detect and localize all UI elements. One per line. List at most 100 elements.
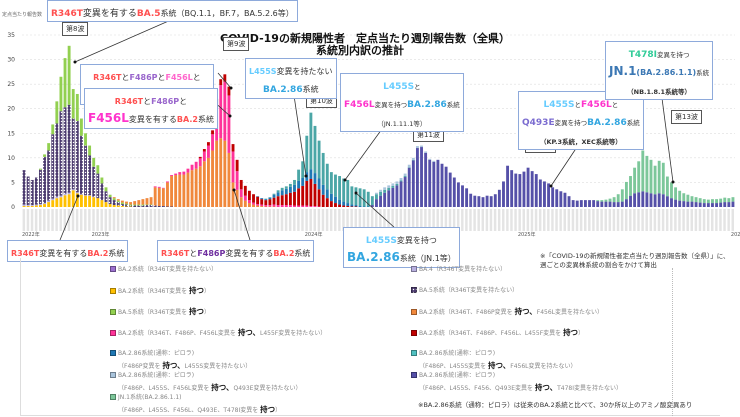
bar-segment-ba2_f456l (309, 206, 312, 207)
x-tick-label (137, 209, 139, 231)
bar-segment-kp3 (412, 160, 415, 207)
annotation-text: BA.2 (87, 249, 108, 258)
annotation-text: BA.5 (137, 9, 161, 19)
legend-swatch (110, 309, 116, 315)
annotation-line: L455S変異を持つ (347, 229, 456, 247)
annotation-line: F456L変異を持つBA.2.86系統 (344, 93, 460, 111)
annotation-text: F486P (151, 97, 179, 106)
bar-segment-kp3 (584, 200, 587, 207)
legend-swatch (411, 309, 417, 315)
arrow (75, 16, 180, 62)
bar-segment-ba2_f486p (162, 188, 165, 206)
legend-swatch (110, 372, 116, 378)
bar-segment-ba2_l455f (342, 206, 345, 207)
bar-segment-ba2_l455f (236, 160, 239, 171)
bar-segment-ba286 (289, 187, 292, 193)
x-tick-label (539, 209, 541, 231)
bar-segment-ba2_f456l (195, 162, 198, 169)
annotation-text: R346T (93, 73, 121, 82)
bar-segment-kp3 (404, 177, 407, 207)
bar-segment-ba286 (264, 199, 267, 200)
bar-segment-kp3 (666, 196, 669, 207)
legend-swatch (411, 266, 417, 272)
annotation-text: F456L (344, 100, 375, 110)
x-tick-label (141, 209, 143, 231)
bar-segment-ba2_f456l (285, 205, 288, 207)
x-tick-label (55, 209, 57, 231)
annotation-text: 系統 (447, 101, 460, 109)
x-tick-label (277, 209, 279, 231)
x-tick-label (707, 209, 709, 231)
bar-segment-ba5_no_r346t (31, 180, 34, 205)
x-tick-label (51, 209, 53, 231)
annotation-text: F486P (197, 249, 225, 258)
bar-segment-kp3 (494, 194, 497, 207)
x-tick-label (543, 209, 545, 231)
x-tick-label (72, 209, 74, 231)
bar-segment-ba2_r346t (64, 195, 67, 207)
bar-segment-kp3 (490, 196, 493, 207)
bar-segment-ba2_f486p (248, 203, 251, 207)
x-tick-label (477, 209, 479, 231)
annotation-text: （JN.1.11.1等） (377, 120, 426, 128)
annotation-text: 変異を有する (129, 115, 177, 124)
bar-segment-ba4 (68, 193, 71, 194)
x-tick-label (199, 209, 201, 231)
x-tick-label (572, 209, 574, 231)
annotation-text: L455S (366, 236, 397, 246)
bar-segment-jn1 (387, 188, 390, 190)
x-tick-label (301, 209, 303, 231)
bar-segment-ba2_f486p (170, 176, 173, 206)
bar-segment-ba2_f486p (174, 175, 177, 207)
x-tick-label (100, 209, 102, 231)
bar-segment-kp3 (711, 203, 714, 207)
annotation-text: 系統（BQ.1.1，BF.7，BA.5.2.6等） (161, 9, 294, 18)
bar-segment-ba2_f456l (301, 206, 304, 207)
x-tick-label (43, 209, 45, 231)
bar-segment-ba2_l455f (334, 203, 337, 207)
bar-segment-ba2_f486p (133, 201, 136, 204)
bar-segment-ba5_no_r346t (100, 183, 103, 200)
x-tick-label (641, 209, 643, 231)
bar-segment-kp3 (531, 171, 534, 207)
x-tick-label (555, 209, 557, 231)
bar-segment-ba2_f456l (264, 205, 267, 206)
bar-segment-ba286_f456l (420, 146, 423, 147)
bar-segment-kp3 (543, 181, 546, 207)
annotation-text: BA.2 (177, 115, 198, 124)
x-tick-label (719, 209, 721, 231)
y-axis-label: 定点当たり報告数 (2, 11, 42, 18)
y-tick-label: 20 (7, 106, 15, 113)
legend-label: BA.2系統（R346T、F486P、F456L変異を 持つ、L455F変異を持… (110, 330, 326, 337)
x-tick-label (252, 209, 254, 231)
bar-segment-jn1 (404, 176, 407, 177)
bar-segment-nb181 (613, 197, 616, 202)
bar-segment-kp3 (641, 191, 644, 207)
bar-segment-ba286 (285, 189, 288, 194)
annotation-text: F456L (581, 100, 612, 110)
x-tick-label (469, 209, 471, 231)
bar-segment-nb181 (670, 182, 673, 198)
bar-segment-nb181 (678, 191, 681, 201)
bar-segment-ba2_f456l (232, 151, 235, 182)
x-tick-label (121, 209, 123, 231)
bar-segment-jn1 (342, 178, 345, 201)
y-tick-label: 10 (7, 155, 15, 162)
annotation-line: （NB.1.8.1系統等） (609, 80, 709, 98)
bar-segment-ba2_f486p (232, 182, 235, 207)
bar-segment-ba286_f456l (428, 159, 431, 160)
annotation-text: JN.1 (609, 64, 636, 78)
y-tick-label: 0 (11, 204, 15, 211)
x-tick-label (203, 209, 205, 231)
bar-segment-ba286 (322, 185, 325, 195)
bar-segment-ba5_no_r346t (64, 107, 67, 193)
legend-item: BA.5系統（R346T変異を 持つ） (110, 306, 210, 319)
x-tick-label (654, 209, 656, 231)
bar-segment-jn1 (322, 153, 325, 185)
bar-segment-ba2_l455f (244, 186, 247, 196)
bar-segment-ba286 (260, 198, 263, 199)
bar-segment-ba2_r346t (43, 204, 46, 207)
x-tick-label (236, 209, 238, 231)
bar-segment-ba5_no_r346t (121, 204, 124, 206)
bar-segment-kp3 (506, 166, 509, 207)
